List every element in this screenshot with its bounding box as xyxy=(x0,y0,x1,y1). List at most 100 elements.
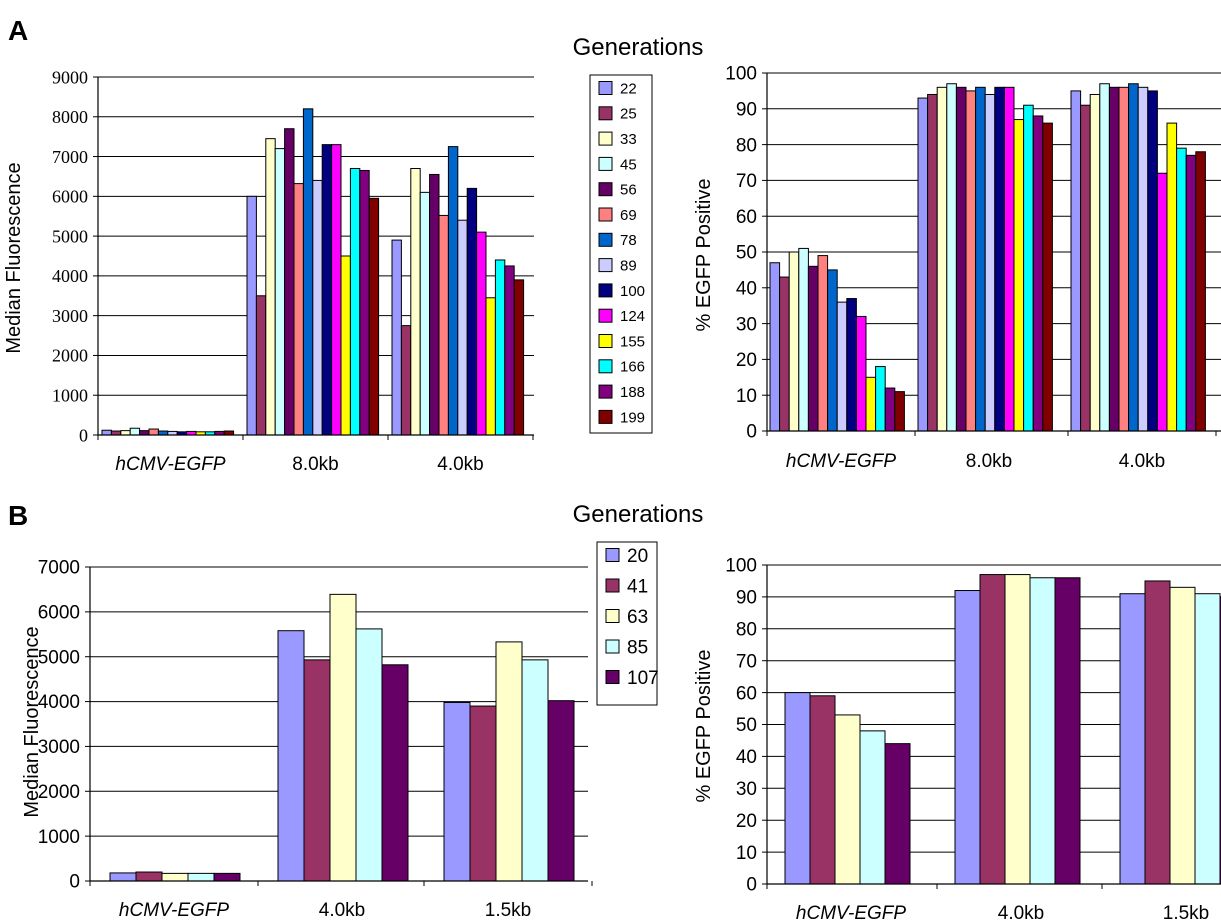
legend-entry-label: 85 xyxy=(627,637,648,658)
bar-b-left-2-s107 xyxy=(547,700,575,882)
category-label: 8.0kb xyxy=(966,451,1012,472)
bar-b-right-2-s20 xyxy=(1119,593,1146,885)
y-tick-label: 6000 xyxy=(52,187,88,207)
bar-a-right-2-s188 xyxy=(1185,154,1197,432)
legend-entry-label: 25 xyxy=(620,106,637,123)
bar-a-left-1-s56 xyxy=(284,128,295,436)
category-label: 8.0kb xyxy=(292,454,338,475)
bar-a-left-2-s188 xyxy=(504,265,515,436)
bar-a-right-1-s25 xyxy=(927,93,938,432)
bar-a-right-1-s89 xyxy=(984,93,996,432)
y-tick-label: 2000 xyxy=(38,782,80,803)
bar-a-left-2-s22 xyxy=(391,239,402,436)
bar-a-left-1-s100 xyxy=(321,144,333,436)
panel-label-a: A xyxy=(8,15,28,46)
category-label: 4.0kb xyxy=(1119,451,1165,472)
y-axis-title: % EGFP Positive xyxy=(693,178,715,331)
y-tick-label: 5000 xyxy=(38,647,80,668)
generations-title-a: Generations xyxy=(573,34,704,61)
bar-a-left-2-s33 xyxy=(410,167,421,436)
legend-box xyxy=(589,74,653,434)
bar-b-left-0-s85 xyxy=(187,872,215,882)
legend-entry-label: 155 xyxy=(620,333,645,350)
bar-a-right-1-s188 xyxy=(1032,115,1044,432)
bar-b-right-1-s85 xyxy=(1029,577,1056,885)
bar-a-right-1-s78 xyxy=(975,86,986,432)
y-tick-label: 1000 xyxy=(52,386,88,406)
legend-entry-label: 199 xyxy=(620,409,645,426)
bar-a-left-1-s166 xyxy=(349,167,361,436)
bar-b-left-2-s63 xyxy=(495,641,523,882)
y-tick-label: 4000 xyxy=(52,266,88,286)
bar-a-left-2-s89 xyxy=(457,219,468,436)
category-label: 4.0kb xyxy=(998,903,1044,923)
category-label: hCMV-EGFP xyxy=(115,454,225,475)
bar-a-left-1-s155 xyxy=(340,255,351,436)
bar-a-left-2-s124 xyxy=(476,231,487,436)
bar-a-right-0-s69 xyxy=(817,255,829,432)
legend-swatch xyxy=(598,207,613,222)
bar-a-right-0-s155 xyxy=(865,376,877,432)
bar-a-left-2-s45 xyxy=(419,191,431,436)
y-tick-label: 4000 xyxy=(38,692,80,713)
legend-entry-label: 33 xyxy=(620,131,637,148)
bar-a-right-2-s155 xyxy=(1166,122,1178,432)
bar-a-left-1-s89 xyxy=(312,179,323,436)
legend-swatch xyxy=(598,283,613,298)
bar-b-right-1-s63 xyxy=(1004,574,1031,885)
y-tick-label: 20 xyxy=(736,811,757,832)
legend-swatch xyxy=(598,81,613,95)
bar-a-left-2-s166 xyxy=(494,259,506,436)
legend-entry-label: 63 xyxy=(627,607,648,628)
y-tick-label: 2000 xyxy=(52,346,88,366)
bar-b-right-0-s63 xyxy=(834,714,861,885)
y-tick-label: 10 xyxy=(736,843,757,864)
bar-a-right-2-s166 xyxy=(1176,147,1187,432)
legend-swatch xyxy=(598,131,613,146)
legend-entry-label: 78 xyxy=(620,232,637,249)
y-tick-label: 20 xyxy=(736,350,757,371)
bar-a-left-2-s155 xyxy=(485,297,496,436)
bar-a-left-1-s124 xyxy=(331,144,342,436)
category-label: 4.0kb xyxy=(319,900,365,921)
bar-a-left-0-s56 xyxy=(139,430,150,436)
legend-entry-label: 188 xyxy=(620,384,645,401)
legend-entry-label: 45 xyxy=(620,156,637,173)
y-tick-label: 60 xyxy=(736,207,757,228)
bar-a-left-2-s69 xyxy=(438,214,449,436)
bar-a-right-0-s188 xyxy=(884,387,896,432)
bar-a-right-0-s124 xyxy=(855,315,867,432)
bar-a-left-1-s69 xyxy=(293,183,304,436)
legend-entry-label: 20 xyxy=(627,546,648,567)
bar-a-right-2-s25 xyxy=(1080,104,1091,432)
bar-a-right-2-s22 xyxy=(1070,90,1082,432)
legend-swatch xyxy=(605,639,620,654)
bar-a-left-1-s45 xyxy=(274,148,286,436)
bar-a-right-2-s89 xyxy=(1137,86,1149,432)
category-label: hCMV-EGFP xyxy=(786,451,896,472)
bar-a-right-1-s199 xyxy=(1042,122,1053,432)
y-tick-label: 10 xyxy=(736,386,757,407)
y-tick-label: 40 xyxy=(736,278,757,299)
bar-b-left-0-s41 xyxy=(135,871,163,882)
bar-a-right-1-s100 xyxy=(994,86,1005,432)
bar-b-left-1-s107 xyxy=(381,664,409,882)
legend-swatch xyxy=(598,384,613,399)
bar-a-left-1-s22 xyxy=(246,195,257,436)
legend-entry-label: 166 xyxy=(620,359,645,376)
legend-entry-label: 69 xyxy=(620,207,637,224)
legend-swatch xyxy=(605,609,620,623)
legend-a-left: 22 25 33 45 56 69 78 89 100 124 155 166 188 199 xyxy=(589,74,653,434)
y-tick-label: 7000 xyxy=(52,147,88,167)
bar-b-left-2-s20 xyxy=(443,701,471,882)
legend-swatch xyxy=(605,578,620,593)
y-tick-label: 70 xyxy=(736,651,757,672)
bar-a-right-0-s25 xyxy=(779,276,790,432)
panel-label-b: B xyxy=(8,500,28,531)
bar-a-left-1-s78 xyxy=(302,108,314,436)
bar-a-left-2-s56 xyxy=(429,173,440,436)
bar-b-right-1-s20 xyxy=(954,590,981,885)
bar-a-right-0-s45 xyxy=(798,247,809,432)
bar-b-left-0-s107 xyxy=(213,872,241,882)
bar-a-right-0-s100 xyxy=(846,298,857,432)
